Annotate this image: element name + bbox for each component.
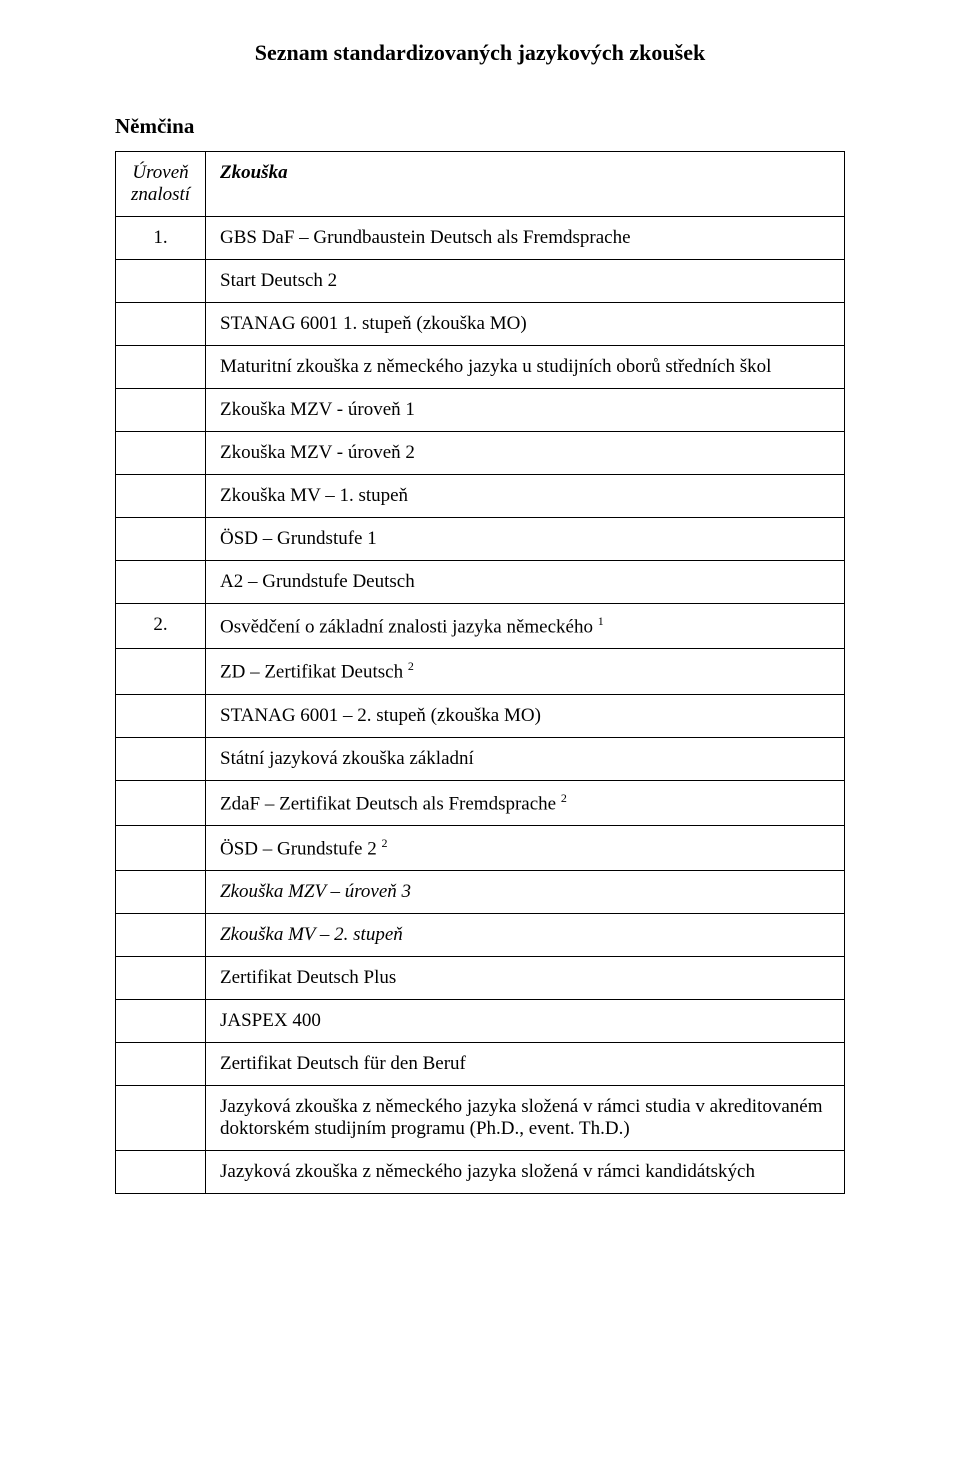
exam-table-body: Úroveň znalostí Zkouška 1. GBS DaF – Grun… <box>116 152 845 1194</box>
table-row: Zkouška MZV - úroveň 1 <box>116 389 845 432</box>
cell-exam: Zkouška MV – 2. stupeň <box>206 914 845 957</box>
exam-text: Zkouška MZV - úroveň 1 <box>220 399 415 420</box>
exam-text: Maturitní zkouška z německého jazyka u s… <box>220 356 771 377</box>
cell-exam: Zertifikat Deutsch für den Beruf <box>206 1043 845 1086</box>
cell-level <box>116 389 206 432</box>
cell-exam: ÖSD – Grundstufe 2 2 <box>206 825 845 870</box>
table-row: A2 – Grundstufe Deutsch <box>116 561 845 604</box>
cell-level <box>116 303 206 346</box>
table-row: Start Deutsch 2 <box>116 260 845 303</box>
exam-table: Úroveň znalostí Zkouška 1. GBS DaF – Grun… <box>115 151 845 1194</box>
exam-text: Jazyková zkouška z německého jazyka slož… <box>220 1161 755 1182</box>
exam-text: ÖSD – Grundstufe 1 <box>220 528 377 549</box>
header-exam: Zkouška <box>206 152 845 217</box>
exam-sup: 1 <box>598 614 604 628</box>
cell-level <box>116 957 206 1000</box>
table-row: Zertifikat Deutsch Plus <box>116 957 845 1000</box>
exam-text: ÖSD – Grundstufe 2 <box>220 838 382 859</box>
cell-exam: GBS DaF – Grundbaustein Deutsch als Frem… <box>206 217 845 260</box>
exam-text: Osvědčení o základní znalosti jazyka něm… <box>220 616 598 637</box>
table-row: 2. Osvědčení o základní znalosti jazyka n… <box>116 604 845 649</box>
cell-exam: Zkouška MZV - úroveň 2 <box>206 432 845 475</box>
exam-sup: 2 <box>382 836 388 850</box>
cell-level: 1. <box>116 217 206 260</box>
page-title: Seznam standardizovaných jazykových zkou… <box>115 40 845 66</box>
table-row: Zertifikat Deutsch für den Beruf <box>116 1043 845 1086</box>
cell-level <box>116 914 206 957</box>
cell-level <box>116 561 206 604</box>
cell-exam: STANAG 6001 1. stupeň (zkouška MO) <box>206 303 845 346</box>
exam-text: Zkouška MV – 2. stupeň <box>220 924 403 945</box>
cell-level <box>116 475 206 518</box>
exam-text: Zkouška MZV – úroveň 3 <box>220 881 411 902</box>
cell-level <box>116 346 206 389</box>
table-row: Zkouška MV – 2. stupeň <box>116 914 845 957</box>
table-row: ÖSD – Grundstufe 1 <box>116 518 845 561</box>
cell-exam: ZD – Zertifikat Deutsch 2 <box>206 649 845 694</box>
exam-text: Zertifikat Deutsch für den Beruf <box>220 1053 466 1074</box>
cell-exam: Zkouška MZV – úroveň 3 <box>206 871 845 914</box>
table-row: STANAG 6001 1. stupeň (zkouška MO) <box>116 303 845 346</box>
table-row: 1. GBS DaF – Grundbaustein Deutsch als Fr… <box>116 217 845 260</box>
language-heading: Němčina <box>115 114 845 139</box>
exam-text: JASPEX 400 <box>220 1010 321 1031</box>
cell-level <box>116 694 206 737</box>
exam-text: GBS DaF – Grundbaustein Deutsch als Frem… <box>220 227 631 248</box>
cell-exam: ÖSD – Grundstufe 1 <box>206 518 845 561</box>
table-row: Zkouška MZV – úroveň 3 <box>116 871 845 914</box>
cell-level <box>116 1151 206 1194</box>
cell-level <box>116 1043 206 1086</box>
table-row: ZD – Zertifikat Deutsch 2 <box>116 649 845 694</box>
exam-sup: 2 <box>561 791 567 805</box>
table-row: Jazyková zkouška z německého jazyka slož… <box>116 1151 845 1194</box>
cell-exam: Zertifikat Deutsch Plus <box>206 957 845 1000</box>
cell-exam: Jazyková zkouška z německého jazyka slož… <box>206 1086 845 1151</box>
cell-exam: JASPEX 400 <box>206 1000 845 1043</box>
header-level: Úroveň znalostí <box>116 152 206 217</box>
table-row: Jazyková zkouška z německého jazyka slož… <box>116 1086 845 1151</box>
exam-text: Státní jazyková zkouška základní <box>220 748 474 769</box>
cell-level <box>116 432 206 475</box>
exam-sup: 2 <box>408 659 414 673</box>
exam-text: Start Deutsch 2 <box>220 270 337 291</box>
cell-level <box>116 825 206 870</box>
cell-exam: Zkouška MZV - úroveň 1 <box>206 389 845 432</box>
table-row: ÖSD – Grundstufe 2 2 <box>116 825 845 870</box>
cell-level <box>116 871 206 914</box>
table-row: JASPEX 400 <box>116 1000 845 1043</box>
table-row: ZdaF – Zertifikat Deutsch als Fremdsprac… <box>116 780 845 825</box>
cell-level <box>116 649 206 694</box>
table-row: Maturitní zkouška z německého jazyka u s… <box>116 346 845 389</box>
table-row: STANAG 6001 – 2. stupeň (zkouška MO) <box>116 694 845 737</box>
table-row: Zkouška MV – 1. stupeň <box>116 475 845 518</box>
cell-exam: ZdaF – Zertifikat Deutsch als Fremdsprac… <box>206 780 845 825</box>
exam-text: STANAG 6001 – 2. stupeň (zkouška MO) <box>220 705 541 726</box>
exam-text: ZD – Zertifikat Deutsch <box>220 662 408 683</box>
exam-text: Zkouška MV – 1. stupeň <box>220 485 408 506</box>
cell-level <box>116 780 206 825</box>
exam-text: ZdaF – Zertifikat Deutsch als Fremdsprac… <box>220 793 561 814</box>
cell-level <box>116 260 206 303</box>
cell-exam: A2 – Grundstufe Deutsch <box>206 561 845 604</box>
exam-text: Jazyková zkouška z německého jazyka slož… <box>220 1096 822 1139</box>
exam-text: A2 – Grundstufe Deutsch <box>220 571 415 592</box>
cell-exam: Maturitní zkouška z německého jazyka u s… <box>206 346 845 389</box>
cell-exam: Státní jazyková zkouška základní <box>206 737 845 780</box>
table-header-row: Úroveň znalostí Zkouška <box>116 152 845 217</box>
cell-exam: Zkouška MV – 1. stupeň <box>206 475 845 518</box>
cell-exam: Osvědčení o základní znalosti jazyka něm… <box>206 604 845 649</box>
cell-level <box>116 518 206 561</box>
exam-text: Zertifikat Deutsch Plus <box>220 967 396 988</box>
cell-exam: Jazyková zkouška z německého jazyka slož… <box>206 1151 845 1194</box>
table-row: Státní jazyková zkouška základní <box>116 737 845 780</box>
exam-text: STANAG 6001 1. stupeň (zkouška MO) <box>220 313 527 334</box>
exam-text: Zkouška MZV - úroveň 2 <box>220 442 415 463</box>
cell-level: 2. <box>116 604 206 649</box>
cell-level <box>116 1000 206 1043</box>
cell-exam: STANAG 6001 – 2. stupeň (zkouška MO) <box>206 694 845 737</box>
table-row: Zkouška MZV - úroveň 2 <box>116 432 845 475</box>
cell-level <box>116 1086 206 1151</box>
cell-level <box>116 737 206 780</box>
cell-exam: Start Deutsch 2 <box>206 260 845 303</box>
